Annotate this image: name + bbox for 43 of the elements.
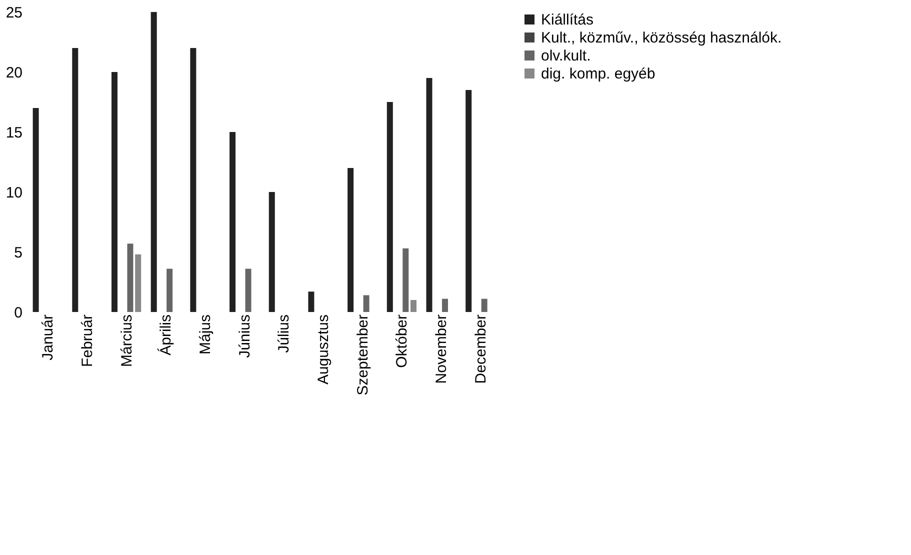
x-tick-label: Május xyxy=(196,314,214,355)
x-tick-label: November xyxy=(433,314,450,384)
bar xyxy=(127,244,134,312)
x-tick-label: December xyxy=(472,314,490,384)
legend-label: olv.kult. xyxy=(541,48,591,64)
bar xyxy=(245,268,252,312)
bar xyxy=(386,102,393,312)
bar xyxy=(166,268,173,312)
y-tick-label: 10 xyxy=(6,184,22,202)
bar xyxy=(111,72,118,312)
x-tick-label: Március xyxy=(118,314,136,368)
bar xyxy=(72,48,78,312)
y-tick-label: 15 xyxy=(6,124,22,142)
y-tick-label: 25 xyxy=(6,4,22,22)
legend-label: Kiállítás xyxy=(541,12,594,28)
y-tick-label: 0 xyxy=(14,304,22,322)
bar xyxy=(268,192,275,312)
bar xyxy=(466,90,472,312)
x-tick-label: Június xyxy=(236,314,254,358)
bar xyxy=(190,48,196,312)
y-tick-label: 5 xyxy=(14,244,22,262)
bar xyxy=(442,298,448,312)
bar xyxy=(32,108,39,312)
bar xyxy=(308,292,314,312)
bar xyxy=(481,298,488,312)
x-tick-label: Július xyxy=(276,314,293,353)
x-tick-label: Szeptember xyxy=(354,314,372,396)
bar xyxy=(410,300,417,312)
bar xyxy=(348,168,354,312)
bar xyxy=(402,248,409,312)
x-tick-label: Augusztus xyxy=(315,314,332,385)
legend-label: dig. komp. egyéb xyxy=(541,66,656,82)
bar xyxy=(363,295,370,312)
y-tick-label: 20 xyxy=(6,64,22,82)
x-tick-label: Február xyxy=(78,314,96,368)
legend-label: Kult., közműv., közösség használók. xyxy=(541,30,782,46)
bar xyxy=(230,132,236,312)
x-tick-label: Április xyxy=(156,314,175,356)
x-tick-label: Október xyxy=(394,314,411,368)
bar xyxy=(135,254,142,312)
bar xyxy=(150,12,157,312)
x-tick-label: Január xyxy=(40,314,57,360)
bar xyxy=(426,78,432,312)
